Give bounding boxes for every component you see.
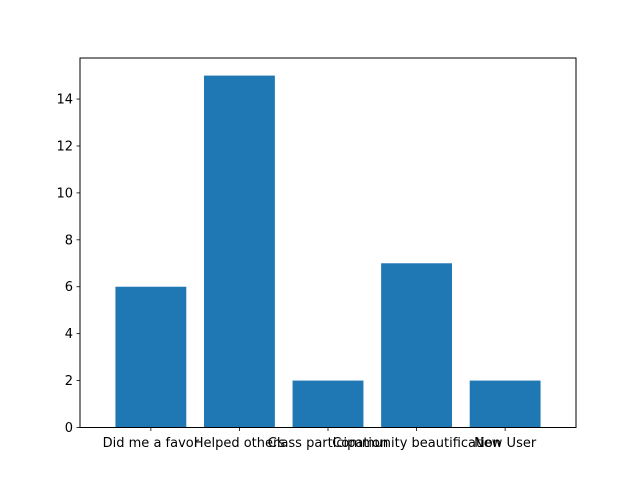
x-tick-label-1: Helped others [194,436,286,451]
x-tick-label-4: New User [474,436,537,451]
plot-area-frame [79,57,577,428]
y-tick-label-1: 2 [65,374,73,389]
bar-2 [292,380,364,428]
y-tick-label-3: 6 [65,280,73,295]
bar-4 [469,380,541,428]
y-tick-label-0: 0 [65,421,73,436]
bar-1 [204,75,275,428]
x-tick-label-0: Did me a favor [103,436,200,451]
y-tick-label-5: 10 [56,186,73,201]
x-tick-label-2: Class participation [268,436,389,451]
y-tick-label-6: 12 [56,139,73,154]
y-tick-label-4: 8 [65,233,73,248]
bars-layer [115,75,541,428]
bar-3 [381,263,452,428]
bar-0 [115,286,187,428]
y-axis: 0 2 4 6 8 10 12 14 [56,93,80,436]
y-tick-label-7: 14 [56,93,73,108]
x-tick-label-3: Community beautification [332,436,501,451]
y-tick-label-2: 4 [65,327,73,342]
